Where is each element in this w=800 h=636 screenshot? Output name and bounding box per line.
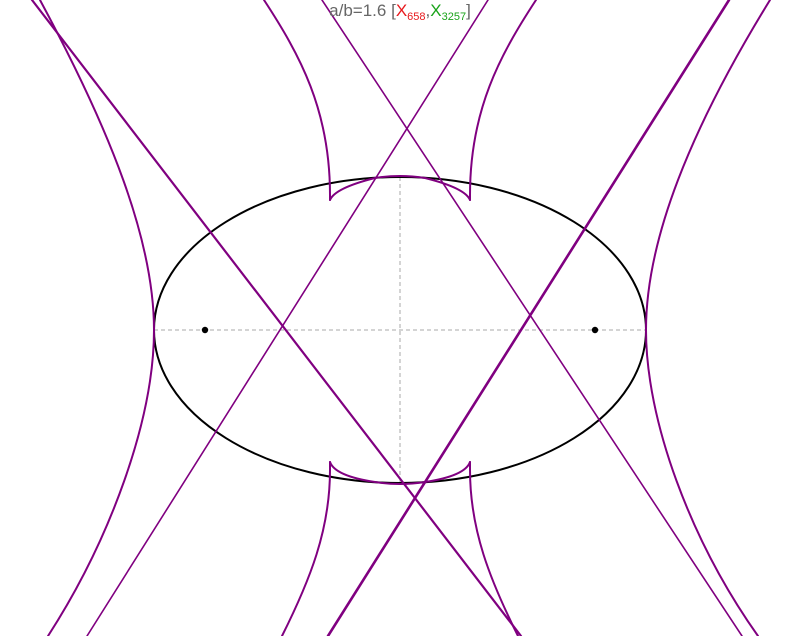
focus-right	[591, 326, 599, 334]
diagram-title: a/b=1.6 [X658,X3257]	[329, 1, 471, 23]
point-x658-label: X658	[395, 1, 426, 23]
line-shallow-down	[321, 0, 743, 636]
point-x3257-label: X3257	[430, 1, 467, 23]
cusp-curve-bottom-right	[469, 461, 519, 636]
cusp-curve-bottom-left	[281, 461, 331, 636]
line-shallow-up	[86, 0, 489, 636]
outer-curve-right	[645, 0, 771, 636]
cusp-arc-top	[329, 175, 471, 201]
cusp-curve-top-right	[469, 0, 537, 201]
line-steep-up-right	[326, 0, 731, 636]
cusp-arc-bottom	[329, 461, 471, 485]
line-steep-down-left	[30, 0, 523, 636]
outer-curve-left	[39, 0, 155, 636]
focus-left	[201, 326, 209, 334]
cusp-curve-top-left	[263, 0, 331, 201]
